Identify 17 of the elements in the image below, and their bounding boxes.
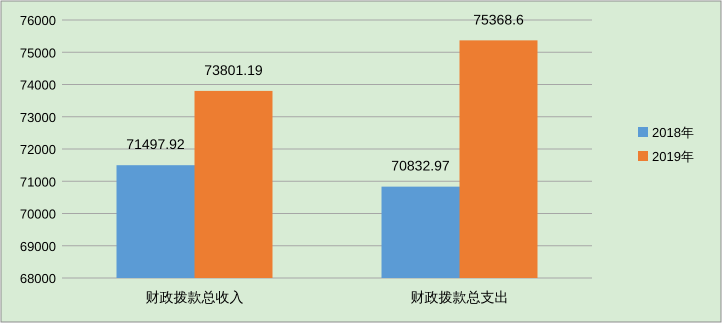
data-label: 75368.6 xyxy=(473,11,524,28)
y-tick-label: 68000 xyxy=(20,271,56,286)
y-tick-label: 72000 xyxy=(20,142,56,157)
data-label: 71497.92 xyxy=(126,136,185,152)
legend-label: 2018年 xyxy=(652,125,694,140)
y-tick-label: 76000 xyxy=(20,13,56,28)
y-tick-label: 73000 xyxy=(20,110,56,125)
legend-label: 2019年 xyxy=(652,149,694,164)
data-label: 73801.19 xyxy=(204,62,263,78)
data-label: 70832.97 xyxy=(391,158,450,174)
y-tick-label: 75000 xyxy=(20,45,56,60)
y-tick-label: 70000 xyxy=(20,206,56,222)
y-tick-label: 69000 xyxy=(20,238,56,254)
y-tick-label: 74000 xyxy=(20,78,56,92)
y-tick-label: 71000 xyxy=(20,174,56,190)
x-tick-label: 财政拨款总收入 xyxy=(146,289,244,305)
x-tick-label: 财政拨款总支出 xyxy=(410,289,508,305)
